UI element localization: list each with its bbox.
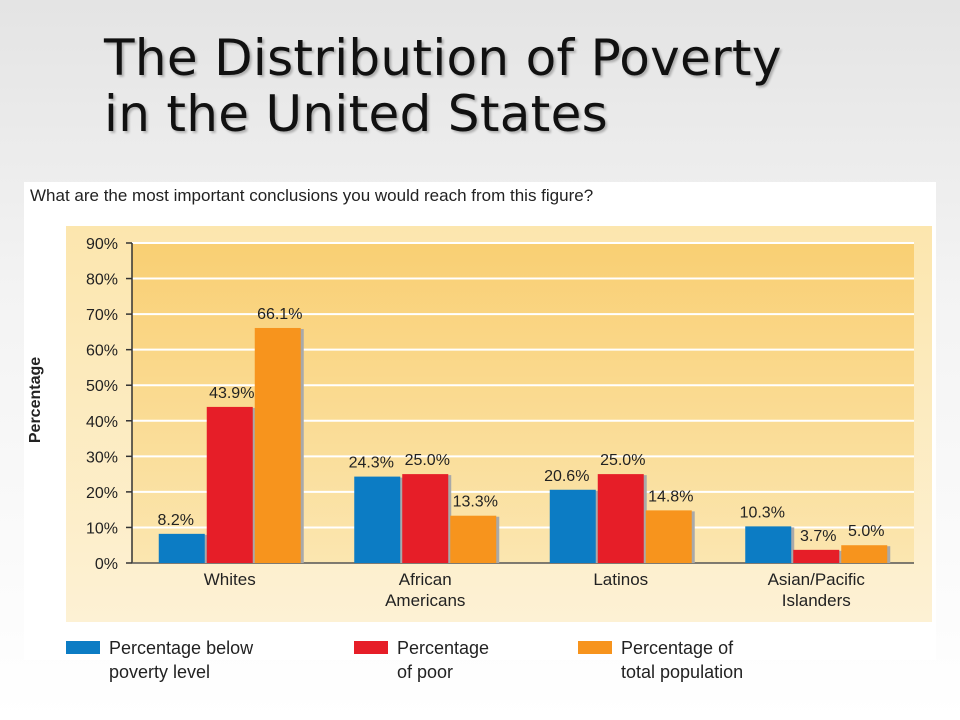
slide-title-line-1: The Distribution of Poverty	[104, 29, 782, 87]
y-tick-label: 40%	[86, 414, 118, 431]
bar	[254, 327, 301, 563]
bar	[841, 545, 888, 563]
x-tick-label: African	[399, 570, 452, 589]
data-label: 66.1%	[257, 306, 302, 323]
data-label: 24.3%	[349, 455, 394, 472]
data-label: 20.6%	[544, 468, 589, 485]
data-label: 3.7%	[800, 528, 836, 545]
slide-title-line-2: in the United States	[104, 85, 608, 143]
legend-label: total population	[621, 662, 743, 682]
bar	[597, 474, 644, 563]
bar	[793, 549, 840, 563]
data-label: 25.0%	[600, 452, 645, 469]
y-tick-label: 60%	[86, 343, 118, 360]
legend-label: Percentage of	[621, 638, 734, 658]
bars: 8.2% 43.9% 66.1% 24.3% 25.0% 13.3% 20.6% 25.0% 1…	[158, 306, 891, 563]
bar	[402, 474, 449, 563]
legend: Percentage below poverty level Percentage o…	[66, 638, 743, 682]
legend-label: Percentage	[397, 638, 489, 658]
y-tick-label: 90%	[86, 236, 118, 253]
x-tick-label: Latinos	[593, 570, 648, 589]
legend-label: of poor	[397, 662, 453, 682]
bar	[549, 489, 596, 563]
legend-swatch	[578, 641, 612, 654]
bar	[450, 515, 497, 563]
legend-label: poverty level	[109, 662, 210, 682]
x-tick-label: Asian/Pacific	[768, 570, 866, 589]
bar	[206, 406, 253, 563]
x-tick-label: Whites	[204, 570, 256, 589]
bar	[354, 476, 401, 563]
bar	[158, 533, 205, 563]
data-label: 5.0%	[848, 523, 884, 540]
y-tick-label: 70%	[86, 307, 118, 324]
data-label: 10.3%	[740, 504, 785, 521]
y-tick-label: 10%	[86, 520, 118, 537]
bar	[645, 510, 692, 563]
legend-swatch	[354, 641, 388, 654]
legend-label: Percentage below	[109, 638, 254, 658]
data-label: 43.9%	[209, 385, 254, 402]
data-label: 8.2%	[158, 512, 194, 529]
y-tick-label: 30%	[86, 449, 118, 466]
y-tick-label: 20%	[86, 485, 118, 502]
slide-title: The Distribution of Poverty in the Unite…	[104, 30, 782, 142]
data-label: 25.0%	[405, 452, 450, 469]
data-label: 13.3%	[453, 494, 498, 511]
x-tick-label: Islanders	[782, 591, 851, 610]
y-tick-label: 0%	[95, 556, 118, 573]
y-axis-title: Percentage	[27, 357, 44, 443]
data-label: 14.8%	[648, 488, 693, 505]
x-tick-label: Americans	[385, 591, 465, 610]
legend-swatch	[66, 641, 100, 654]
figure-question: What are the most important conclusions …	[30, 186, 594, 205]
x-axis-labels: Whites African Americans Latinos Asian/Pacif…	[204, 570, 866, 610]
y-tick-label: 80%	[86, 272, 118, 289]
y-tick-label: 50%	[86, 378, 118, 395]
bar	[745, 526, 792, 563]
